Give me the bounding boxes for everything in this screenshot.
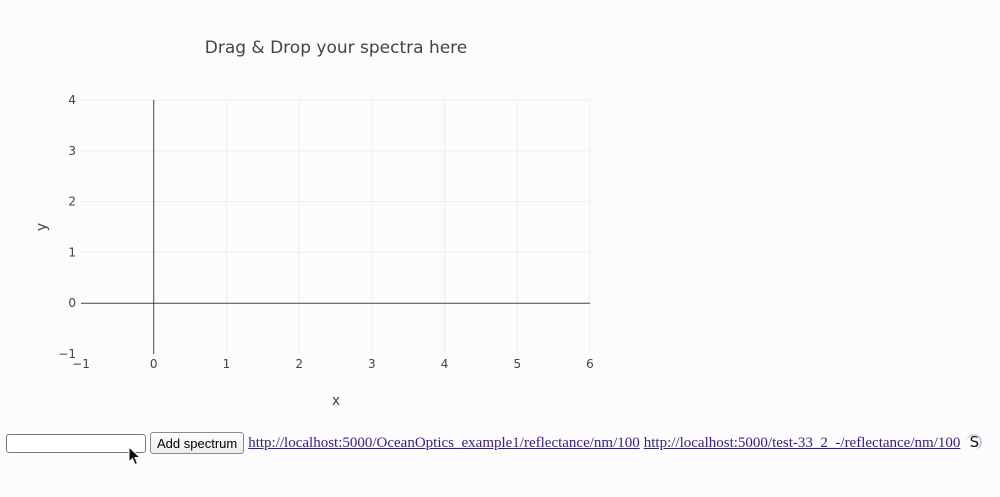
bottom-bar: Add spectrum http://localhost:5000/Ocean… xyxy=(6,432,984,454)
x-tick-label: 1 xyxy=(223,357,231,371)
grid-lines xyxy=(81,99,591,354)
spectrum-link-2[interactable]: http://localhost:5000/test-33_2_-/reflec… xyxy=(643,434,961,451)
x-tick-label: 5 xyxy=(513,357,521,371)
spectra-plot[interactable]: −1 0 1 2 3 4 5 6 −1 0 1 2 3 4 Drag & Drop your spectr… xyxy=(0,0,1000,420)
y-tick-label: 2 xyxy=(68,195,76,209)
x-tick-label: 6 xyxy=(586,357,594,371)
y-axis-title: y xyxy=(34,223,50,231)
chart-title: Drag & Drop your spectra here xyxy=(205,38,468,58)
y-tick-label: 3 xyxy=(68,144,76,158)
s-extension-icon[interactable]: S xyxy=(964,433,984,453)
tick-labels: −1 0 1 2 3 4 5 6 −1 0 1 2 3 4 xyxy=(58,93,594,371)
y-tick-label: 0 xyxy=(68,296,76,310)
y-tick-label: 4 xyxy=(68,93,76,107)
x-tick-label: 2 xyxy=(295,357,303,371)
mouse-cursor-icon xyxy=(128,446,142,466)
y-tick-label: −1 xyxy=(58,347,76,361)
spectrum-link-1[interactable]: http://localhost:5000/OceanOptics_exampl… xyxy=(248,434,640,451)
x-tick-label: 4 xyxy=(441,357,449,371)
x-axis-title: x xyxy=(332,393,340,409)
y-tick-label: 1 xyxy=(68,245,76,259)
x-tick-label: 3 xyxy=(368,357,376,371)
x-tick-label: 0 xyxy=(150,357,158,371)
spectrum-url-input[interactable] xyxy=(6,433,146,453)
add-spectrum-button[interactable]: Add spectrum xyxy=(150,432,245,454)
zero-lines xyxy=(81,100,590,354)
x-tick-label: −1 xyxy=(72,357,90,371)
